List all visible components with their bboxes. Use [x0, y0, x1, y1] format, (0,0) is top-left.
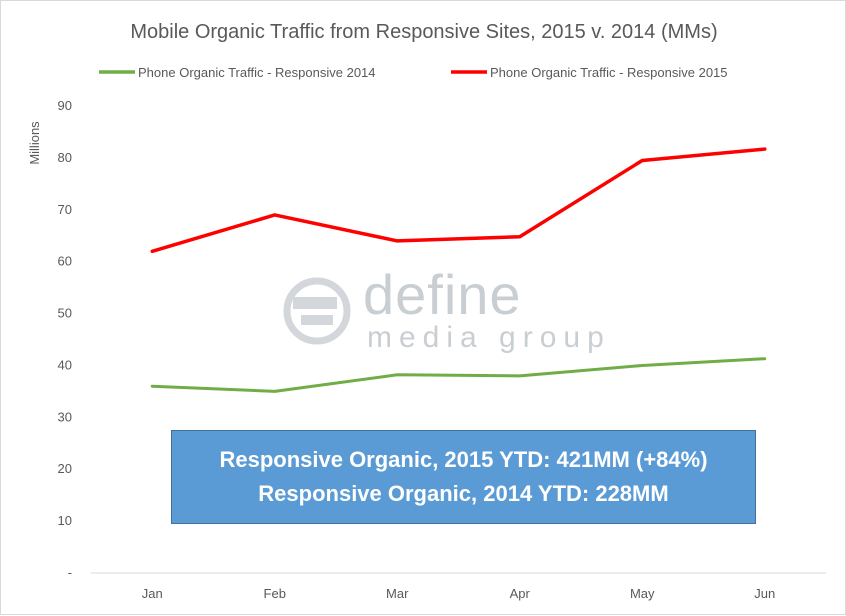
x-tick-label: Apr [510, 586, 531, 601]
series-line-2015 [152, 149, 765, 251]
x-tick-label: Feb [264, 586, 286, 601]
y-tick-label: 20 [58, 461, 72, 476]
watermark-word: define [363, 263, 522, 326]
legend-label: Phone Organic Traffic - Responsive 2015 [490, 65, 728, 80]
y-axis-title: Millions [27, 121, 42, 165]
y-tick-label: 40 [58, 357, 72, 372]
annotation-callout: Responsive Organic, 2015 YTD: 421MM (+84… [171, 430, 756, 524]
y-tick-label: 80 [58, 150, 72, 165]
legend: Phone Organic Traffic - Responsive 2014 P… [99, 65, 728, 80]
x-tick-label: May [630, 586, 655, 601]
x-tick-label: Jan [142, 586, 163, 601]
y-tick-label: 70 [58, 202, 72, 217]
x-tick-label: Mar [386, 586, 409, 601]
annotation-2015-ytd: Responsive Organic, 2015 YTD: 421MM (+84… [219, 443, 707, 477]
y-tick-label: 30 [58, 409, 72, 424]
y-tick-label: 90 [58, 98, 72, 113]
watermark-subword: media group [367, 321, 611, 354]
x-tick-label: Jun [754, 586, 775, 601]
define-media-group-logo-icon [287, 281, 347, 341]
chart-title: Mobile Organic Traffic from Responsive S… [130, 21, 717, 43]
legend-label: Phone Organic Traffic - Responsive 2014 [138, 65, 376, 80]
y-tick-label: 10 [58, 513, 72, 528]
watermark-logo: define media group [287, 263, 611, 354]
annotation-2014-ytd: Responsive Organic, 2014 YTD: 228MM [258, 477, 668, 511]
y-tick-label: - [68, 565, 72, 580]
y-tick-label: 50 [58, 306, 72, 321]
series-line-2014 [152, 359, 765, 392]
y-tick-label: 60 [58, 254, 72, 269]
